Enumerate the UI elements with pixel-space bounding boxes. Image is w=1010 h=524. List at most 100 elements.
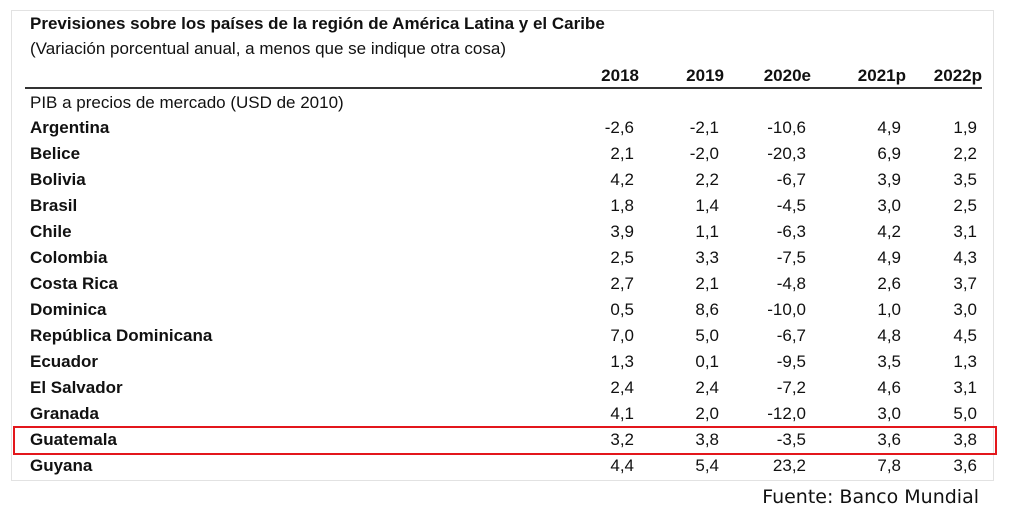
value-cell: 2,2 <box>695 170 719 189</box>
value-cell: -2,6 <box>604 118 634 137</box>
value-cell: 3,0 <box>953 300 977 319</box>
value-cell: 1,9 <box>953 118 977 137</box>
value-cell: 4,4 <box>610 456 634 475</box>
value-cell: 3,9 <box>877 170 901 189</box>
column-header-2020e: 2020e <box>763 66 811 85</box>
value-cell: -3,5 <box>776 430 806 449</box>
value-cell: 2,1 <box>610 144 634 163</box>
value-cell: 3,7 <box>953 274 977 293</box>
value-cell: 3,1 <box>953 378 977 397</box>
value-cell: 3,6 <box>953 456 977 475</box>
source-note: Fuente: Banco Mundial <box>762 486 979 508</box>
value-cell: 4,5 <box>953 326 977 345</box>
value-cell: 3,9 <box>610 222 634 241</box>
table-row: Guatemala 3,2 3,8 -3,5 3,6 3,8 <box>25 428 982 454</box>
country-name: Dominica <box>30 300 107 319</box>
value-cell: 5,0 <box>953 404 977 423</box>
country-name: Chile <box>30 222 72 241</box>
value-cell: -7,5 <box>776 248 806 267</box>
value-cell: 2,5 <box>610 248 634 267</box>
value-cell: 3,1 <box>953 222 977 241</box>
value-cell: 1,3 <box>953 352 977 371</box>
value-cell: 4,1 <box>610 404 634 423</box>
table-row: El Salvador 2,4 2,4 -7,2 4,6 3,1 <box>25 376 982 402</box>
value-cell: 3,8 <box>953 430 977 449</box>
value-cell: 2,4 <box>695 378 719 397</box>
value-cell: -4,5 <box>776 196 806 215</box>
value-cell: 8,6 <box>695 300 719 319</box>
value-cell: -4,8 <box>776 274 806 293</box>
value-cell: 3,2 <box>610 430 634 449</box>
value-cell: -12,0 <box>767 404 806 423</box>
table-row: Belice 2,1 -2,0 -20,3 6,9 2,2 <box>25 142 982 168</box>
value-cell: -6,7 <box>776 326 806 345</box>
value-cell: 4,8 <box>877 326 901 345</box>
country-name: Ecuador <box>30 352 99 371</box>
table-row: República Dominicana 7,0 5,0 -6,7 4,8 4,5 <box>25 324 982 350</box>
table-row: Colombia 2,5 3,3 -7,5 4,9 4,3 <box>25 246 982 272</box>
value-cell: -6,7 <box>776 170 806 189</box>
value-cell: 4,3 <box>953 248 977 267</box>
value-cell: 6,9 <box>877 144 901 163</box>
value-cell: 1,1 <box>695 222 719 241</box>
country-name: Argentina <box>30 118 110 137</box>
country-name: Bolivia <box>30 170 86 189</box>
value-cell: -9,5 <box>776 352 806 371</box>
value-cell: 4,6 <box>877 378 901 397</box>
value-cell: -10,0 <box>767 300 806 319</box>
table-row: Brasil 1,8 1,4 -4,5 3,0 2,5 <box>25 194 982 220</box>
value-cell: 4,2 <box>877 222 901 241</box>
value-cell: -7,2 <box>776 378 806 397</box>
value-cell: 7,8 <box>877 456 901 475</box>
country-name: Colombia <box>30 248 108 267</box>
value-cell: 7,0 <box>610 326 634 345</box>
section-label: PIB a precios de mercado (USD de 2010) <box>30 93 344 112</box>
table-row: Dominica 0,5 8,6 -10,0 1,0 3,0 <box>25 298 982 324</box>
value-cell: 2,6 <box>877 274 901 293</box>
value-cell: 3,0 <box>877 196 901 215</box>
value-cell: 4,9 <box>877 248 901 267</box>
table-row: Argentina -2,6 -2,1 -10,6 4,9 1,9 <box>25 116 982 142</box>
country-name: Brasil <box>30 196 78 215</box>
value-cell: 0,1 <box>695 352 719 371</box>
value-cell: 3,5 <box>953 170 977 189</box>
country-name: República Dominicana <box>30 326 213 345</box>
table-row: Bolivia 4,2 2,2 -6,7 3,9 3,5 <box>25 168 982 194</box>
value-cell: 5,4 <box>695 456 719 475</box>
value-cell: -2,1 <box>689 118 719 137</box>
value-cell: -6,3 <box>776 222 806 241</box>
country-name: Granada <box>30 404 99 423</box>
value-cell: 3,3 <box>695 248 719 267</box>
value-cell: 2,1 <box>695 274 719 293</box>
value-cell: 2,0 <box>695 404 719 423</box>
value-cell: 4,9 <box>877 118 901 137</box>
column-header-2021p: 2021p <box>857 66 906 85</box>
value-cell: 23,2 <box>772 456 806 475</box>
value-cell: 5,0 <box>695 326 719 345</box>
value-cell: 1,0 <box>877 300 901 319</box>
value-cell: 2,2 <box>953 144 977 163</box>
value-cell: 1,8 <box>610 196 634 215</box>
country-name: Guatemala <box>30 430 117 449</box>
column-header-2022p: 2022p <box>933 66 982 85</box>
value-cell: 2,7 <box>610 274 634 293</box>
value-cell: -2,0 <box>689 144 719 163</box>
value-cell: 3,5 <box>877 352 901 371</box>
country-name: Guyana <box>30 456 93 475</box>
table-subtitle: (Variación porcentual anual, a menos que… <box>30 39 506 58</box>
value-cell: -10,6 <box>767 118 806 137</box>
value-cell: 3,6 <box>877 430 901 449</box>
value-cell: 2,5 <box>953 196 977 215</box>
value-cell: 3,8 <box>695 430 719 449</box>
value-cell: -20,3 <box>767 144 806 163</box>
value-cell: 3,0 <box>877 404 901 423</box>
table-row: Granada 4,1 2,0 -12,0 3,0 5,0 <box>25 402 982 428</box>
value-cell: 1,4 <box>695 196 719 215</box>
column-header-2019: 2019 <box>686 66 724 85</box>
value-cell: 1,3 <box>610 352 634 371</box>
country-name: Costa Rica <box>30 274 118 293</box>
value-cell: 2,4 <box>610 378 634 397</box>
value-cell: 0,5 <box>610 300 634 319</box>
country-name: El Salvador <box>30 378 123 397</box>
header-divider <box>25 87 982 89</box>
